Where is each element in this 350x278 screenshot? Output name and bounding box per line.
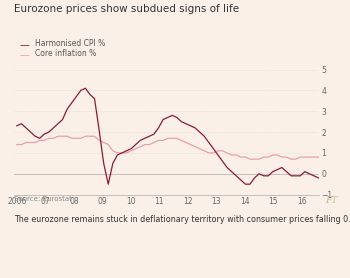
Text: Harmonised CPI %: Harmonised CPI % bbox=[35, 39, 105, 48]
Text: Eurozone prices show subdued signs of life: Eurozone prices show subdued signs of li… bbox=[14, 4, 239, 14]
Text: —: — bbox=[19, 50, 29, 60]
Text: Source: Eurostat: Source: Eurostat bbox=[14, 196, 72, 202]
Text: —: — bbox=[19, 40, 29, 50]
Text: The eurozone remains stuck in deflationary territory with consumer prices fallin: The eurozone remains stuck in deflationa… bbox=[14, 215, 350, 224]
Text: FT: FT bbox=[326, 196, 338, 205]
Text: Core inflation %: Core inflation % bbox=[35, 49, 96, 58]
